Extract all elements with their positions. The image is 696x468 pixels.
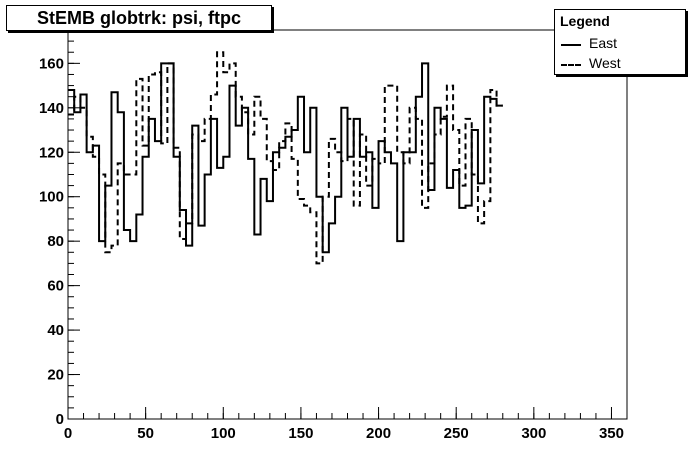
legend-swatch-west	[561, 64, 581, 66]
legend-label-east: East	[589, 35, 618, 51]
legend-entry-west: West	[561, 55, 679, 73]
x-tick-label: 150	[288, 425, 313, 442]
y-tick-label: 120	[39, 144, 64, 161]
x-axis: 0 50 100 150 200 250 300 350	[64, 407, 624, 442]
legend-entry-east: East	[561, 35, 679, 53]
legend: Legend East West	[554, 9, 686, 75]
y-tick-label: 20	[47, 367, 64, 384]
y-tick-label: 0	[56, 411, 64, 428]
x-tick-label: 200	[366, 425, 391, 442]
series-line-west	[68, 51, 503, 265]
chart-title-box: StEMB globtrk: psi, ftpc	[6, 5, 272, 31]
legend-swatch-east	[561, 44, 581, 46]
y-axis: 0 20 40 60 80 100 120 140 160	[39, 55, 80, 428]
series-line-east	[68, 62, 503, 254]
y-tick-label: 80	[47, 233, 64, 250]
series-layer	[68, 51, 503, 265]
x-tick-label: 50	[137, 425, 154, 442]
legend-title: Legend	[560, 13, 610, 29]
x-tick-label: 350	[599, 425, 624, 442]
legend-label-west: West	[589, 55, 621, 71]
x-tick-label: 0	[64, 425, 72, 442]
y-tick-label: 60	[47, 278, 64, 295]
y-tick-label: 40	[47, 322, 64, 339]
x-tick-label: 300	[521, 425, 546, 442]
x-tick-label: 100	[211, 425, 236, 442]
y-tick-label: 160	[39, 55, 64, 72]
chart-title: StEMB globtrk: psi, ftpc	[37, 8, 241, 28]
y-tick-label: 140	[39, 100, 64, 117]
plot-frame	[67, 29, 628, 420]
y-tick-label: 100	[39, 189, 64, 206]
x-tick-label: 250	[444, 425, 469, 442]
